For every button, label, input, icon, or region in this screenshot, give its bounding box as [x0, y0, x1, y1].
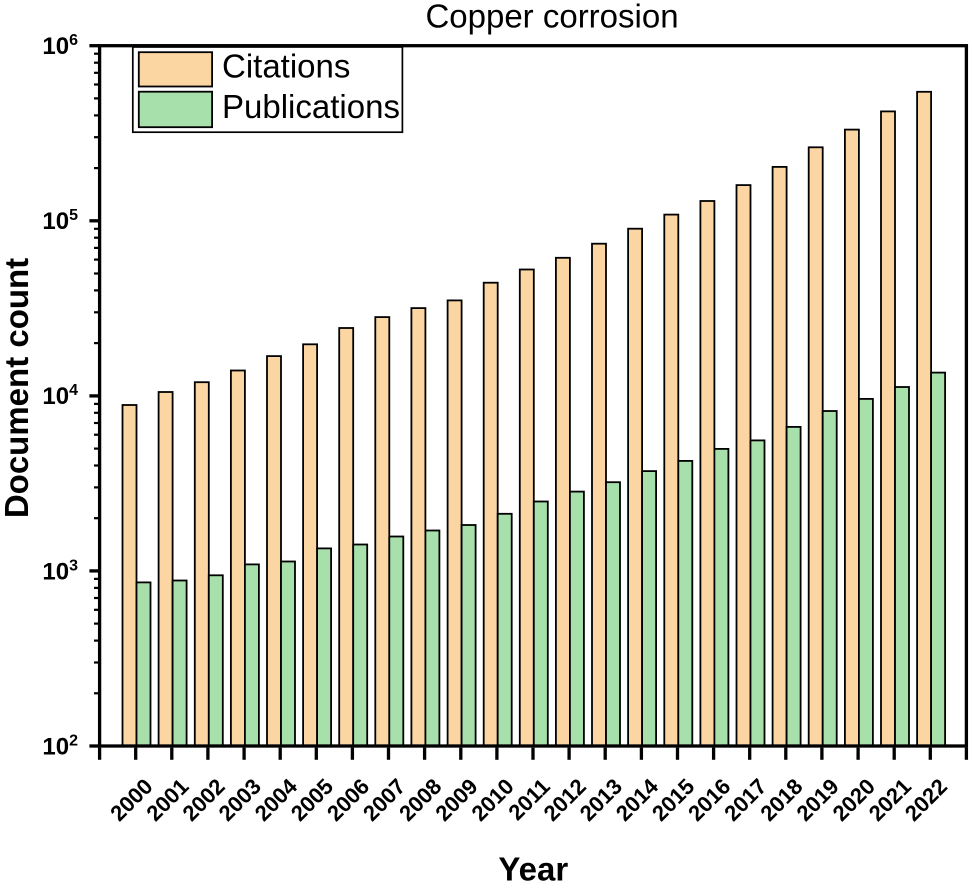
svg-text:Publications: Publications: [222, 88, 400, 125]
svg-text:104: 104: [42, 382, 78, 410]
svg-text:Copper corrosion: Copper corrosion: [425, 0, 678, 34]
svg-text:Citations: Citations: [222, 48, 350, 85]
svg-text:Year: Year: [498, 850, 568, 886]
svg-text:Document count: Document count: [0, 258, 35, 518]
